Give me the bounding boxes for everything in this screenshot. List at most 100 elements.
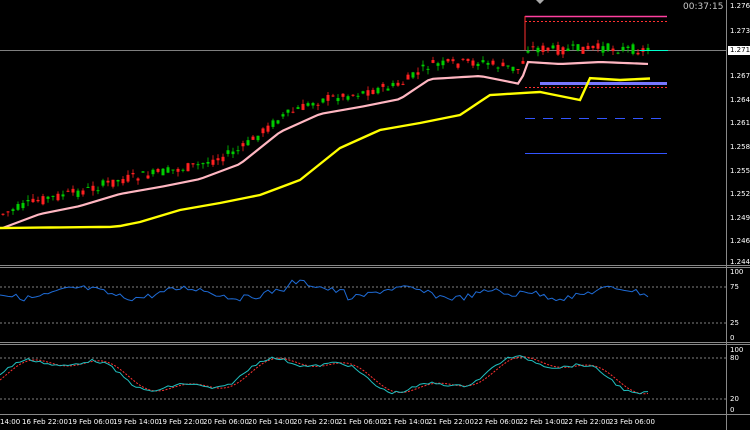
candle-body <box>156 168 160 172</box>
stoch-tick: 100 <box>730 346 744 354</box>
candle-body <box>281 114 285 117</box>
time-tick: 21 Feb 22:00 <box>428 418 474 426</box>
candle-body <box>586 45 590 50</box>
candle-body <box>576 44 580 51</box>
scroll-marker-icon[interactable] <box>536 0 544 4</box>
candle-body <box>366 90 370 96</box>
candle-body <box>216 158 220 161</box>
candle-body <box>21 202 25 209</box>
candle-body <box>481 60 485 63</box>
price-tick: 1.2499 <box>730 214 750 222</box>
candle-body <box>541 45 545 52</box>
candle-body <box>326 94 330 101</box>
candle-body <box>1 213 5 215</box>
candle-body <box>346 96 350 100</box>
price-tick: 1.2529 <box>730 190 750 198</box>
candle-body <box>421 64 425 67</box>
candle-body <box>81 190 85 195</box>
candle-body <box>566 48 570 51</box>
candle-body <box>276 120 280 124</box>
candle-body <box>631 44 635 54</box>
time-tick: 19 Feb 22:00 <box>158 418 204 426</box>
candle-body <box>221 156 225 162</box>
candle-body <box>176 168 180 172</box>
candle-body <box>11 209 15 212</box>
time-tick: 20 Feb 06:00 <box>203 418 249 426</box>
candle-body <box>551 45 555 49</box>
candle-body <box>36 199 40 202</box>
candle-body <box>256 135 260 141</box>
candle-body <box>226 150 230 154</box>
time-tick: 19 Feb 06:00 <box>68 418 114 426</box>
stoch-tick: 20 <box>730 395 739 403</box>
candle-body <box>186 163 190 172</box>
candle-body <box>431 60 435 63</box>
rsi-tick: 0 <box>730 334 735 342</box>
candle-body <box>396 82 400 86</box>
candle-timer: 00:37:15 <box>683 2 724 12</box>
rsi-tick: 75 <box>730 283 739 291</box>
candle-body <box>56 193 60 201</box>
time-tick: 22 Feb 22:00 <box>564 418 610 426</box>
time-tick: 22 Feb 06:00 <box>474 418 520 426</box>
candle-body <box>146 175 150 179</box>
candle-body <box>246 140 250 146</box>
price-tick: 1.2736 <box>730 27 750 35</box>
candle-body <box>446 59 450 62</box>
candle-body <box>596 43 600 49</box>
candle-body <box>106 180 110 183</box>
time-tick: 20 Feb 22:00 <box>293 418 339 426</box>
candle-body <box>546 47 550 51</box>
candle-body <box>416 72 420 75</box>
candle-body <box>151 169 155 175</box>
candle-body <box>621 46 625 51</box>
candle-body <box>556 44 560 55</box>
candle-body <box>341 93 345 97</box>
candle-body <box>506 65 510 67</box>
candle-body <box>66 190 70 192</box>
candle-body <box>136 178 140 181</box>
candle-body <box>51 195 55 197</box>
candle-body <box>646 47 650 51</box>
candle-body <box>286 109 290 113</box>
candle-body <box>516 69 520 71</box>
candle-body <box>191 163 195 165</box>
candle-body <box>616 52 620 54</box>
candle-body <box>211 159 215 165</box>
price-tick: 1.2765 <box>730 2 750 10</box>
time-tick: 23 Feb 06:00 <box>609 418 655 426</box>
candle-body <box>171 169 175 171</box>
candle-body <box>436 63 440 66</box>
candle-body <box>491 60 495 65</box>
candle-body <box>376 87 380 94</box>
candle-body <box>401 83 405 85</box>
candle-body <box>521 61 525 64</box>
candle-body <box>496 67 500 69</box>
candle-body <box>311 103 315 106</box>
candle-body <box>361 91 365 94</box>
candle-body <box>336 98 340 102</box>
candle-body <box>471 60 475 66</box>
candle-body <box>86 186 90 188</box>
stochastic-main-line <box>0 355 649 395</box>
time-tick: 19 Feb 14:00 <box>113 418 159 426</box>
candle-body <box>166 167 170 173</box>
candle-body <box>456 63 460 68</box>
candle-body <box>126 174 130 182</box>
candle-body <box>476 63 480 67</box>
candle-body <box>461 58 465 60</box>
candle-body <box>41 196 45 205</box>
candle-body <box>356 95 360 97</box>
candle-body <box>316 104 320 106</box>
time-tick: 20 Feb 14:00 <box>248 418 294 426</box>
candle-body <box>111 179 115 187</box>
candle-body <box>181 169 185 171</box>
time-tick: 22 Feb 14:00 <box>519 418 565 426</box>
stochastic-signal-line <box>0 356 649 395</box>
candle-body <box>526 50 530 53</box>
candle-body <box>26 200 30 202</box>
candle-body <box>6 211 10 213</box>
time-tick: 21 Feb 06:00 <box>338 418 384 426</box>
candle-body <box>641 48 645 52</box>
